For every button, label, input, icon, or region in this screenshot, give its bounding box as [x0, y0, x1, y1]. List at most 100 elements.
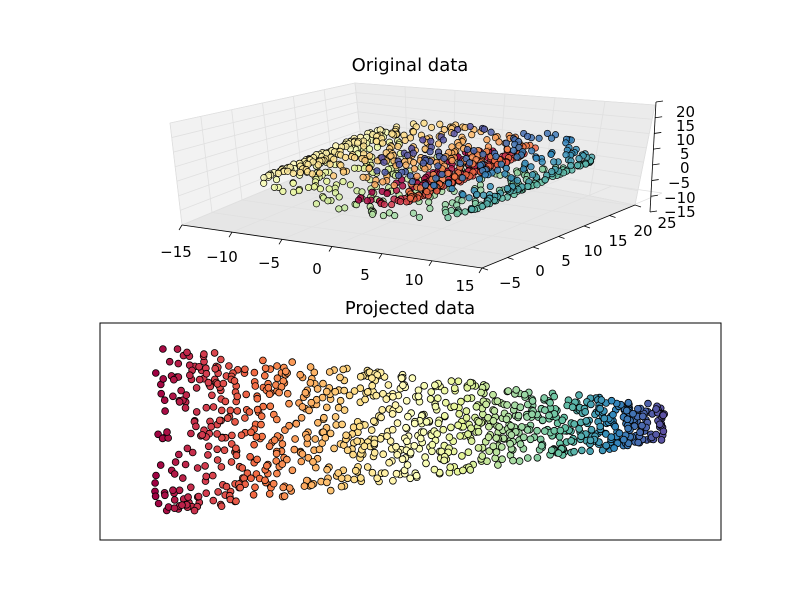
- scatter-point-2d: [607, 433, 616, 441]
- scatter-point-2d: [433, 430, 441, 438]
- scatter-point-2d: [217, 406, 226, 415]
- scatter-point-2d: [568, 403, 577, 412]
- scatter-point-3d: [341, 204, 349, 212]
- z-tick-label: −5: [668, 174, 690, 192]
- scatter-point-2d: [238, 464, 247, 472]
- scatter-point-2d: [192, 408, 201, 416]
- scatter-point-2d: [350, 475, 359, 484]
- scatter-point-2d: [489, 417, 498, 425]
- scatter-point-2d: [528, 397, 537, 405]
- scatter-point-2d: [540, 427, 549, 435]
- scatter-point-3d: [466, 122, 474, 131]
- scatter-point-3d: [423, 188, 431, 196]
- scatter-point-2d: [200, 350, 208, 358]
- scatter-point-2d: [225, 362, 233, 370]
- scatter-point-2d: [356, 372, 365, 381]
- z-tick-mark: [649, 210, 658, 213]
- scatter-point-2d: [307, 481, 316, 489]
- scatter-point-2d: [367, 426, 376, 434]
- scatter-point-2d: [507, 422, 515, 430]
- scatter-point-2d: [602, 441, 610, 450]
- scatter-point-2d: [160, 396, 169, 405]
- scatter-point-2d: [398, 455, 407, 464]
- scatter-point-3d: [458, 197, 466, 205]
- scatter-point-3d: [371, 181, 379, 189]
- scatter-point-2d: [175, 450, 183, 459]
- scatter-point-3d: [330, 155, 338, 163]
- scatter-point-2d: [402, 423, 410, 432]
- scatter-point-2d: [260, 371, 269, 380]
- scatter-point-3d: [416, 184, 424, 192]
- scatter-point-3d: [314, 161, 322, 169]
- scatter-point-2d: [250, 440, 258, 449]
- scatter-point-2d: [361, 395, 369, 404]
- scatter-point-3d: [409, 128, 418, 136]
- scatter-point-2d: [463, 394, 472, 403]
- scatter-point-3d: [451, 173, 459, 181]
- scatter-point-2d: [336, 373, 344, 382]
- scatter-point-2d: [342, 431, 350, 440]
- scatter-point-2d: [306, 363, 315, 371]
- scatter-point-3d: [339, 168, 348, 176]
- scatter-point-2d: [427, 388, 436, 396]
- scatter-point-2d: [523, 454, 532, 462]
- scatter-point-2d: [652, 405, 660, 413]
- scatter-point-3d: [434, 140, 443, 148]
- scatter-point-2d: [226, 406, 235, 415]
- scatter-point-2d: [156, 461, 165, 469]
- scatter-point-2d: [474, 444, 483, 452]
- scatter-point-2d: [310, 368, 319, 377]
- z-tick-label: 20: [676, 103, 695, 121]
- scatter-point-3d: [473, 190, 481, 199]
- scatter-point-3d: [444, 214, 452, 222]
- scatter-point-2d: [389, 392, 397, 401]
- scatter-point-2d: [386, 437, 395, 445]
- scatter-point-3d: [510, 146, 518, 155]
- scatter-point-2d: [485, 422, 493, 431]
- scatter-point-2d: [259, 356, 267, 365]
- scatter-point-2d: [399, 381, 407, 390]
- scatter-point-3d: [388, 130, 396, 138]
- scatter-point-2d: [393, 450, 402, 459]
- scatter-point-2d: [431, 381, 439, 390]
- scatter-point-2d: [558, 416, 567, 425]
- scatter-point-2d: [498, 455, 506, 464]
- scatter-point-2d: [484, 433, 493, 442]
- scatter-point-2d: [419, 428, 428, 436]
- x-tick-mark: [278, 239, 283, 245]
- scatter-point-2d: [210, 349, 219, 357]
- scatter-point-2d: [285, 399, 293, 408]
- scatter-point-3d: [524, 182, 532, 190]
- scatter-point-2d: [209, 403, 218, 411]
- scatter-point-2d: [377, 413, 385, 422]
- scatter-point-2d: [207, 422, 216, 431]
- scatter-point-2d: [428, 440, 437, 449]
- scatter-point-2d: [213, 430, 221, 438]
- scatter-point-2d: [170, 470, 179, 478]
- scatter-point-2d: [215, 416, 224, 425]
- scatter-point-3d: [354, 139, 362, 147]
- points-3d: [260, 119, 596, 222]
- scatter-point-2d: [301, 388, 310, 397]
- y-tick-label: 20: [633, 222, 652, 240]
- scatter-point-2d: [288, 466, 297, 475]
- scatter-point-2d: [283, 455, 291, 464]
- grid-line: [200, 116, 213, 213]
- grid-line: [169, 122, 183, 226]
- scatter-point-3d: [379, 139, 387, 147]
- grid-line: [211, 212, 513, 256]
- scatter-point-3d: [513, 176, 521, 185]
- scatter-point-3d: [456, 159, 464, 167]
- scatter-point-3d: [408, 178, 416, 186]
- scatter-point-3d: [458, 174, 467, 182]
- scatter-point-3d: [481, 171, 489, 179]
- scatter-point-2d: [482, 400, 490, 409]
- z-tick-label: 15: [676, 117, 695, 135]
- scatter-point-2d: [243, 469, 252, 478]
- scatter-point-2d: [296, 370, 305, 379]
- scatter-point-2d: [462, 407, 471, 415]
- scatter-point-2d: [397, 374, 406, 383]
- scatter-point-3d: [444, 169, 452, 177]
- scatter-point-2d: [204, 451, 212, 459]
- scatter-point-2d: [475, 418, 483, 426]
